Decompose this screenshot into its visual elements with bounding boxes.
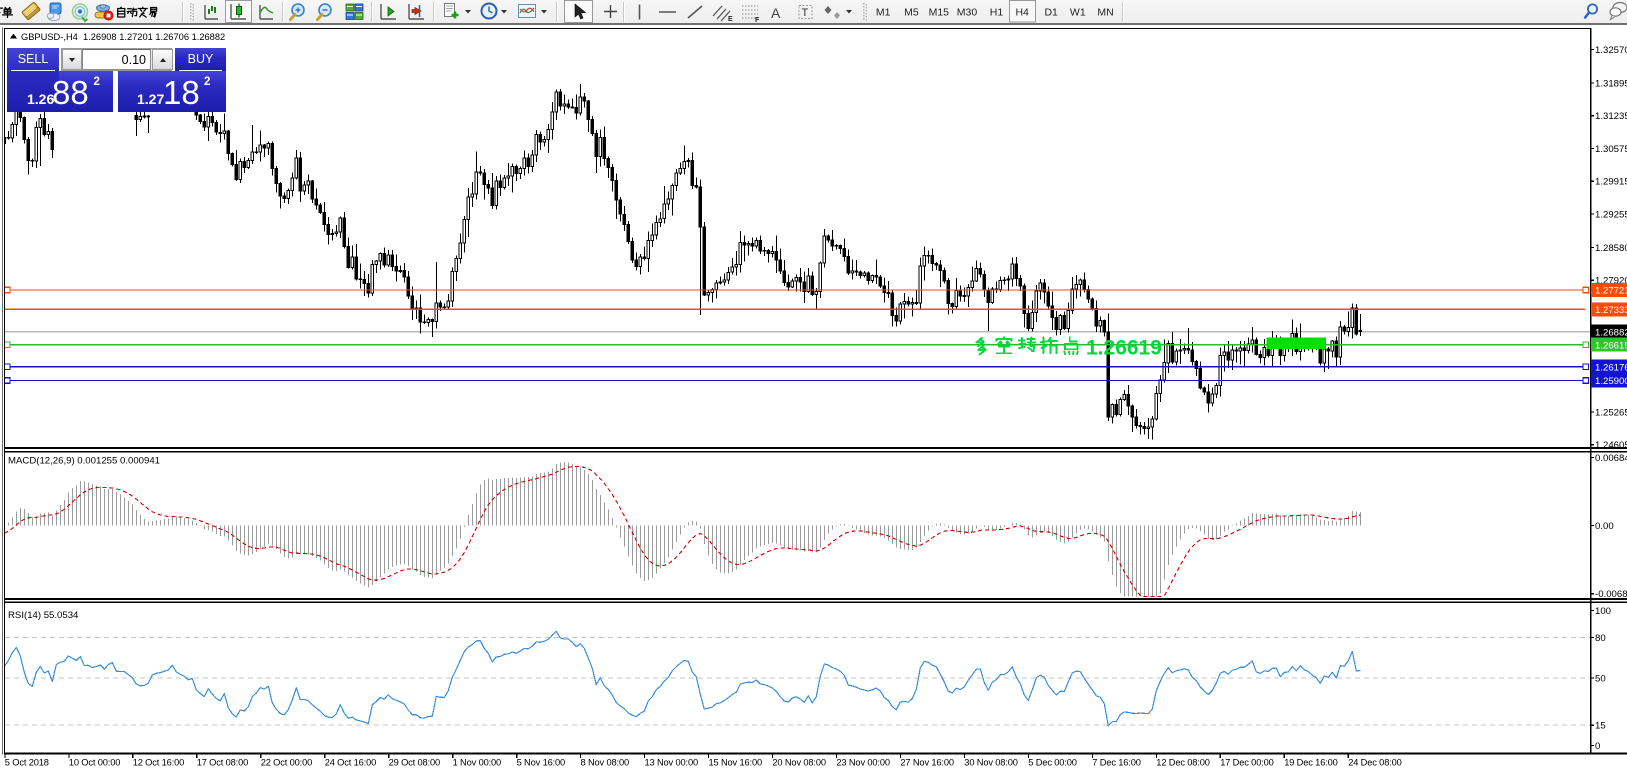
svg-text:E: E — [728, 16, 733, 23]
svg-text:10 Oct 00:00: 10 Oct 00:00 — [69, 758, 120, 768]
svg-text:1.26619: 1.26619 — [1595, 340, 1627, 351]
svg-text:100: 100 — [1595, 606, 1611, 617]
svg-text:1.25265: 1.25265 — [1595, 407, 1627, 418]
svg-text:20 Nov 08:00: 20 Nov 08:00 — [772, 758, 826, 768]
svg-text:M1: M1 — [876, 7, 891, 19]
svg-text:GBPUSD-,H4: GBPUSD-,H4 — [21, 32, 78, 42]
svg-text:15: 15 — [1595, 721, 1606, 732]
svg-text:12 Oct 16:00: 12 Oct 16:00 — [133, 758, 184, 768]
svg-text:8 Nov 08:00: 8 Nov 08:00 — [581, 758, 629, 768]
svg-text:1.24605: 1.24605 — [1595, 440, 1627, 451]
svg-text:RSI(14) 55.0534: RSI(14) 55.0534 — [8, 610, 79, 621]
svg-text:W1: W1 — [1070, 7, 1086, 19]
svg-text:0.00684: 0.00684 — [1595, 453, 1627, 464]
svg-text:50: 50 — [1595, 673, 1606, 684]
svg-text:24 Oct 16:00: 24 Oct 16:00 — [325, 758, 376, 768]
svg-text:17 Dec 00:00: 17 Dec 00:00 — [1220, 758, 1274, 768]
svg-text:1.30575: 1.30575 — [1595, 144, 1627, 155]
svg-text:23 Nov 00:00: 23 Nov 00:00 — [836, 758, 890, 768]
svg-text:1.29255: 1.29255 — [1595, 209, 1627, 220]
svg-text:80: 80 — [1595, 633, 1606, 644]
svg-text:15 Nov 16:00: 15 Nov 16:00 — [709, 758, 763, 768]
svg-text:MACD(12,26,9) 0.001255 0.00094: MACD(12,26,9) 0.001255 0.000941 — [8, 456, 160, 467]
svg-text:H1: H1 — [990, 7, 1004, 19]
svg-text:F: F — [755, 17, 760, 24]
svg-text:12 Dec 08:00: 12 Dec 08:00 — [1156, 758, 1210, 768]
svg-text:7 Dec 16:00: 7 Dec 16:00 — [1092, 758, 1140, 768]
svg-text:1.31895: 1.31895 — [1595, 78, 1627, 89]
svg-text:T: T — [802, 7, 809, 19]
svg-text:1.28580: 1.28580 — [1595, 243, 1627, 254]
svg-text:1.26908 1.27201 1.26706 1.2688: 1.26908 1.27201 1.26706 1.26882 — [83, 32, 225, 42]
svg-text:1.26176: 1.26176 — [1595, 362, 1627, 373]
svg-text:5 Dec 00:00: 5 Dec 00:00 — [1028, 758, 1076, 768]
svg-text:29 Oct 08:00: 29 Oct 08:00 — [389, 758, 440, 768]
svg-text:1.29915: 1.29915 — [1595, 177, 1627, 188]
svg-text:M15: M15 — [929, 7, 950, 19]
svg-text:5 Oct 2018: 5 Oct 2018 — [5, 758, 49, 768]
svg-text:0: 0 — [1595, 741, 1600, 752]
svg-text:1.26619: 1.26619 — [1086, 337, 1162, 360]
svg-text:19 Dec 16:00: 19 Dec 16:00 — [1284, 758, 1338, 768]
svg-text:M30: M30 — [957, 7, 978, 19]
svg-text:0.00: 0.00 — [1595, 521, 1614, 532]
svg-text:1.27721: 1.27721 — [1595, 286, 1627, 297]
svg-text:D1: D1 — [1044, 7, 1058, 19]
svg-text:5 Nov 16:00: 5 Nov 16:00 — [517, 758, 565, 768]
svg-text:M5: M5 — [904, 7, 919, 19]
svg-text:13 Nov 00:00: 13 Nov 00:00 — [645, 758, 699, 768]
svg-text:30 Nov 08:00: 30 Nov 08:00 — [964, 758, 1018, 768]
svg-text:17 Oct 08:00: 17 Oct 08:00 — [197, 758, 248, 768]
svg-text:1.27333: 1.27333 — [1595, 305, 1627, 316]
svg-text:A: A — [771, 5, 781, 21]
svg-text:MN: MN — [1097, 7, 1113, 19]
svg-text:24 Dec 08:00: 24 Dec 08:00 — [1348, 758, 1402, 768]
svg-text:22 Oct 00:00: 22 Oct 00:00 — [261, 758, 312, 768]
svg-text:1 Nov 00:00: 1 Nov 00:00 — [453, 758, 501, 768]
svg-text:1.32570: 1.32570 — [1595, 45, 1627, 56]
svg-text:27 Nov 16:00: 27 Nov 16:00 — [900, 758, 954, 768]
svg-text:1.31235: 1.31235 — [1595, 111, 1627, 122]
svg-text:1.27920: 1.27920 — [1595, 276, 1627, 287]
svg-text:H4: H4 — [1015, 7, 1029, 19]
svg-text:-0.00689: -0.00689 — [1595, 589, 1627, 600]
svg-text:1.25900: 1.25900 — [1595, 376, 1627, 387]
svg-text:1.26882: 1.26882 — [1595, 327, 1627, 338]
